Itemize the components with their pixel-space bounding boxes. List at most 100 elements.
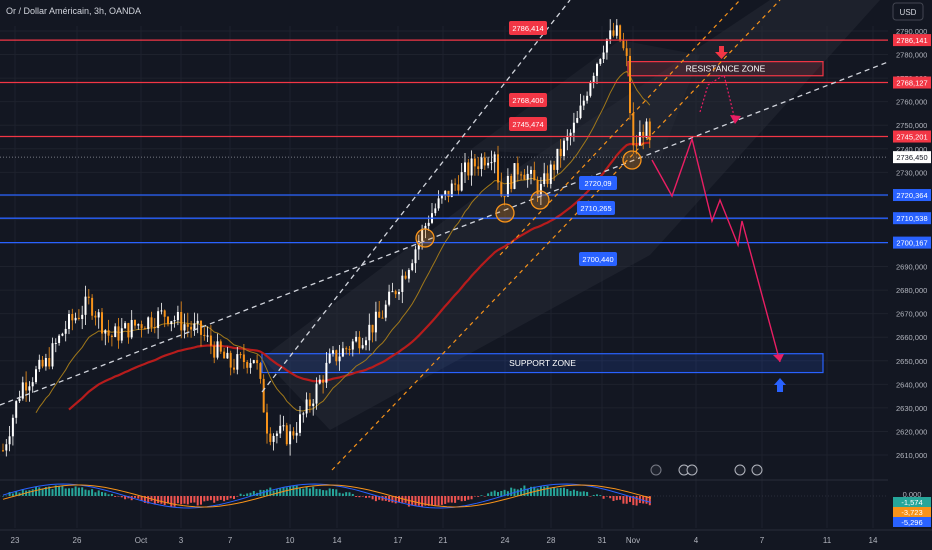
candle-body [371,324,374,333]
time-tick-label: 14 [333,536,342,545]
last-price-tag-label: 2736,450 [896,153,927,162]
candle-body [101,312,103,334]
candle-body [236,354,239,370]
candle-body [219,341,222,352]
macd-histogram-bar [414,496,417,506]
macd-histogram-bar [483,496,486,497]
candle-body [460,172,463,191]
candle-body [256,360,259,364]
candle-body [173,320,176,322]
price-tick-label: 2790,000 [896,27,927,36]
macd-histogram-bar [74,486,77,496]
price-tick-label: 2780,000 [896,51,927,60]
time-tick-label: 3 [179,536,184,545]
macd-histogram-bar [104,492,107,496]
macd-histogram-bar [170,496,173,507]
last-price-tag [893,151,931,164]
up-arrow-head [774,378,786,385]
candle-body [325,362,328,383]
candle-body [345,348,348,350]
candle-body [351,341,354,350]
macd-histogram-bar [229,496,232,499]
candle-body [160,310,163,312]
candle-body [64,328,67,334]
candle-body [97,312,100,318]
candle-body [137,324,140,326]
candle-body [490,162,493,164]
currency-label[interactable]: USD [900,8,917,17]
candle-body [5,444,8,451]
macd-histogram-bar [160,496,163,504]
price-tick-label: 2640,000 [896,380,927,389]
macd-histogram-bar [582,491,585,496]
candle-body [302,413,305,415]
candle-body [622,40,625,49]
macd-histogram-bar [546,486,549,496]
level-price-tag [893,236,931,249]
macd-histogram-bar [625,496,628,504]
candle-body [638,131,641,146]
candle-body [642,131,645,138]
macd-histogram-bar [341,493,344,496]
macd-histogram-bar [302,488,305,496]
macd-histogram-bar [15,491,18,496]
candle-body [602,52,605,60]
trendline-dashed-steep [261,0,571,393]
time-axis[interactable]: 23 26 Oct 3 7 10 14 17 21 24 28 31 Nov 4 7 11 14 [0,529,932,550]
level-price-tag-label: 2745,201 [896,133,927,142]
candle-body [21,382,24,399]
candle-body [272,435,275,442]
macd-value-label: -3,723 [901,508,922,517]
candle-body [38,359,41,370]
candle-body [625,48,628,56]
time-tick-label: 26 [73,536,82,545]
candle-body [239,354,242,356]
candle-body [579,105,582,119]
macd-histogram-bar [295,485,298,496]
price-axis[interactable]: 2790,0002780,0002770,0002760,0002750,000… [888,24,932,530]
macd-histogram-bar [58,486,61,496]
projection-arrowhead [730,115,741,124]
candle-body [209,335,212,346]
macd-histogram-bar [497,492,499,496]
macd-histogram-bar [48,486,51,496]
candle-body [632,112,635,146]
macd-histogram-bar [592,494,595,496]
candle-body [94,315,97,318]
time-tick-label: 23 [11,536,20,545]
candle-body [543,173,546,185]
candle-body [147,317,150,329]
macd-histogram-bar [249,492,252,496]
candle-body [457,184,460,191]
trendline-dashed-long [0,61,889,406]
currency-button[interactable]: USD [892,2,924,21]
candle-body [275,433,278,436]
candle-body [242,354,245,363]
price-callout-label: 2700,440 [582,255,613,264]
candle-body [348,348,351,350]
macd-histogram-bar [209,496,212,501]
flag-icon [686,464,698,476]
candle-body [120,328,123,341]
price-tick-label: 2680,000 [896,286,927,295]
candle-body [546,173,549,184]
candle-body [114,326,117,337]
macd-histogram-bar [464,496,466,501]
candle-body [381,317,384,319]
macd-histogram-bar [407,496,410,507]
macd-histogram-bar [157,496,160,504]
macd-histogram-bar [203,496,206,502]
candle-body [153,327,156,329]
candle-body [117,326,120,341]
macd-histogram-bar [619,496,622,500]
candle-body [282,425,285,427]
candle-body [384,304,387,318]
macd-histogram-bar [520,488,523,496]
event-icons[interactable] [650,464,763,476]
macd-histogram-bar [236,496,239,497]
macd-histogram-bar [219,496,222,500]
macd-histogram-bar [516,489,519,496]
candle-body [31,382,34,387]
candle-body [473,158,476,167]
